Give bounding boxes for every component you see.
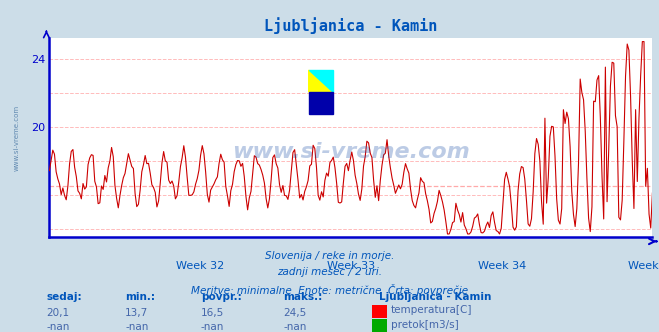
Text: -nan: -nan <box>125 322 148 332</box>
Text: Meritve: minimalne  Enote: metrične  Črta: povprečje: Meritve: minimalne Enote: metrične Črta:… <box>191 284 468 296</box>
Text: Ljubljanica - Kamin: Ljubljanica - Kamin <box>379 292 492 302</box>
Text: povpr.:: povpr.: <box>201 292 242 302</box>
Text: Slovenija / reke in morje.: Slovenija / reke in morje. <box>265 251 394 261</box>
Text: -nan: -nan <box>283 322 306 332</box>
Text: 20,1: 20,1 <box>46 308 69 318</box>
Text: 24,5: 24,5 <box>283 308 306 318</box>
Title: Ljubljanica - Kamin: Ljubljanica - Kamin <box>264 17 438 34</box>
Text: www.si-vreme.com: www.si-vreme.com <box>13 105 19 171</box>
Text: min.:: min.: <box>125 292 156 302</box>
Text: Week 33: Week 33 <box>327 261 375 271</box>
Text: sedaj:: sedaj: <box>46 292 82 302</box>
Text: Week 34: Week 34 <box>478 261 526 271</box>
Text: Week 32: Week 32 <box>176 261 224 271</box>
Text: Week 35: Week 35 <box>628 261 659 271</box>
Text: www.si-vreme.com: www.si-vreme.com <box>232 142 470 162</box>
Text: -nan: -nan <box>201 322 224 332</box>
Text: 13,7: 13,7 <box>125 308 148 318</box>
Polygon shape <box>308 70 333 92</box>
Text: maks.:: maks.: <box>283 292 323 302</box>
Polygon shape <box>308 70 333 92</box>
Text: -nan: -nan <box>46 322 69 332</box>
Bar <box>308 92 333 114</box>
Text: temperatura[C]: temperatura[C] <box>391 305 473 315</box>
Text: zadnji mesec / 2 uri.: zadnji mesec / 2 uri. <box>277 267 382 277</box>
Text: 16,5: 16,5 <box>201 308 224 318</box>
Text: pretok[m3/s]: pretok[m3/s] <box>391 320 459 330</box>
